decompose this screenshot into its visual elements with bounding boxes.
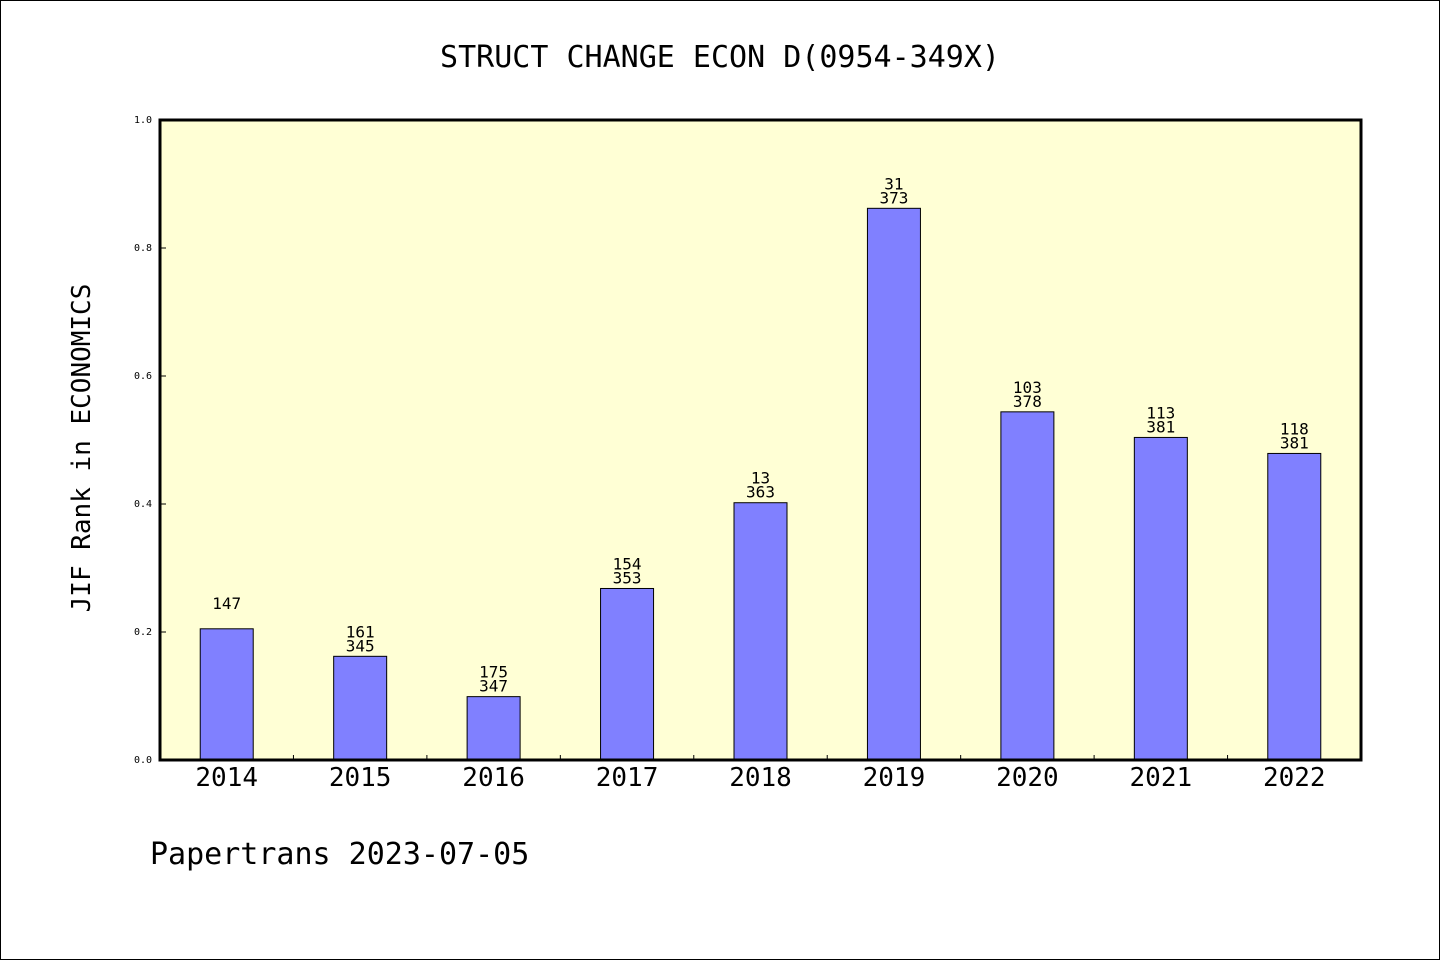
bar-label-top: 175 bbox=[479, 663, 508, 682]
bar bbox=[1133, 436, 1188, 761]
x-tick-label: 2017 bbox=[596, 763, 659, 793]
x-tick-label: 2018 bbox=[729, 763, 792, 793]
bar-label-top: 154 bbox=[613, 554, 642, 573]
bar-label-top: 118 bbox=[1280, 419, 1309, 438]
x-tick-label: 2020 bbox=[996, 763, 1059, 793]
bar bbox=[733, 502, 788, 761]
y-tick-label: 0.8 bbox=[134, 243, 152, 254]
chart-title: STRUCT CHANGE ECON D(0954-349X) bbox=[440, 40, 1000, 75]
bar-label-bottom: 363 bbox=[746, 483, 775, 502]
bar-label-top: 31 bbox=[884, 174, 903, 193]
bar-label-bottom: 381 bbox=[1280, 433, 1309, 452]
bar bbox=[600, 587, 655, 761]
y-tick-label: 0.2 bbox=[134, 627, 152, 638]
bar bbox=[1267, 452, 1322, 761]
x-tick-label: 2015 bbox=[329, 763, 392, 793]
bar-label-bottom: 378 bbox=[1013, 392, 1042, 411]
bar-label-top: 147 bbox=[212, 594, 241, 613]
bar-label-bottom: 347 bbox=[479, 677, 508, 696]
x-tick-label: 2016 bbox=[462, 763, 525, 793]
x-axis: 2014 2015 2016 2017 2018 2019 2020 2021 2022 bbox=[195, 755, 1326, 793]
bar bbox=[866, 207, 921, 761]
y-tick-label: 0.0 bbox=[134, 755, 152, 766]
y-tick-label: 0.4 bbox=[134, 499, 152, 510]
x-tick-label: 2021 bbox=[1130, 763, 1193, 793]
y-tick-label: 1.0 bbox=[134, 115, 152, 126]
bar bbox=[333, 655, 388, 761]
footer-text: Papertrans 2023-07-05 bbox=[150, 837, 529, 872]
bar-label-bottom: 381 bbox=[1146, 417, 1175, 436]
bar-label-bottom: 373 bbox=[879, 188, 908, 207]
plot-border bbox=[158, 118, 1363, 762]
bar-label-bottom: 353 bbox=[613, 568, 642, 587]
bar-label-top: 13 bbox=[751, 469, 770, 488]
y-tick-label: 0.6 bbox=[134, 371, 152, 382]
bar-label-top: 161 bbox=[346, 622, 375, 641]
x-tick-label: 2019 bbox=[863, 763, 926, 793]
bar bbox=[466, 696, 521, 761]
bar-label-top: 103 bbox=[1013, 378, 1042, 397]
bar bbox=[199, 628, 254, 761]
bar-label-top: 113 bbox=[1146, 403, 1175, 422]
bar-label-bottom: 345 bbox=[346, 636, 375, 655]
y-axis-label: JIF Rank in ECONOMICS bbox=[67, 284, 97, 613]
bar bbox=[1000, 411, 1055, 761]
x-tick-label: 2014 bbox=[195, 763, 258, 793]
x-tick-label: 2022 bbox=[1263, 763, 1326, 793]
